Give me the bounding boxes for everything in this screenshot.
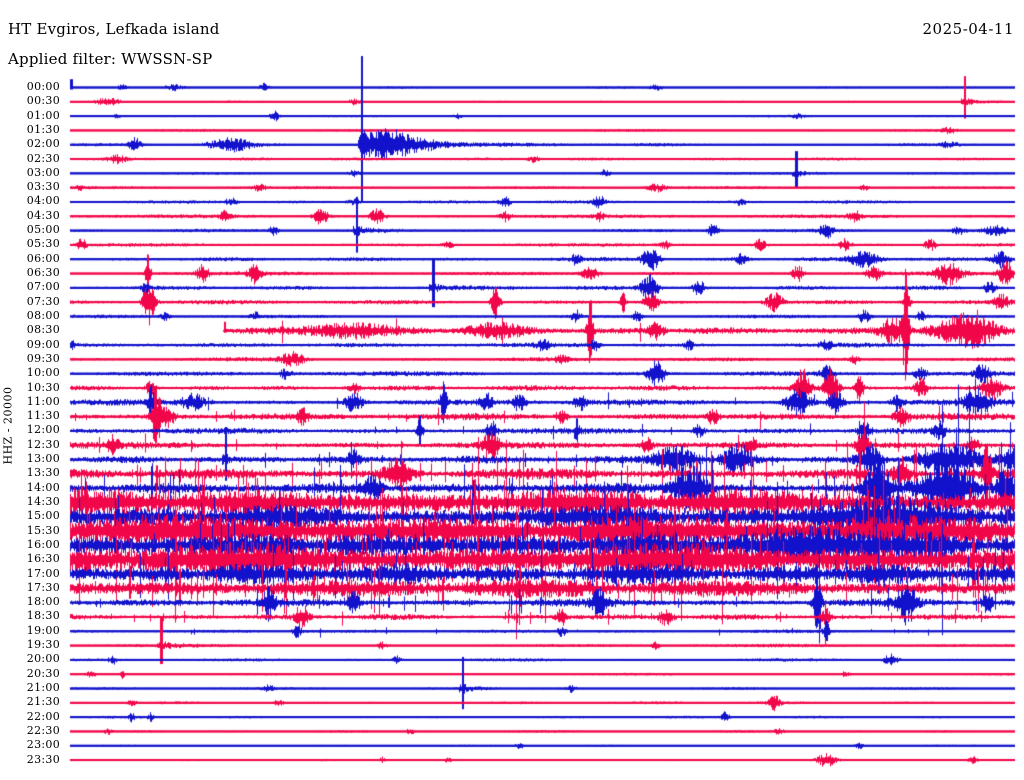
time-label: 03:30 [26, 180, 60, 194]
time-label: 09:00 [26, 337, 60, 351]
time-label: 11:00 [26, 394, 60, 408]
time-label: 04:00 [26, 194, 60, 208]
time-label: 07:30 [26, 294, 60, 308]
time-label: 12:00 [26, 423, 60, 437]
time-label: 00:30 [26, 94, 60, 108]
station-title: HT Evgiros, Lefkada island [8, 20, 220, 38]
time-label: 10:30 [26, 380, 60, 394]
time-label: 11:30 [26, 409, 60, 423]
time-label: 10:00 [26, 366, 60, 380]
time-label: 12:30 [26, 437, 60, 451]
time-label: 02:30 [26, 151, 60, 165]
time-label: 18:30 [26, 609, 60, 623]
time-label: 23:30 [26, 752, 60, 766]
time-label: 07:00 [26, 280, 60, 294]
time-label: 18:00 [26, 595, 60, 609]
time-label: 00:00 [26, 80, 60, 93]
time-label: 08:00 [26, 308, 60, 322]
time-label: 17:30 [26, 580, 60, 594]
time-label: 22:30 [26, 723, 60, 737]
time-label: 14:00 [26, 480, 60, 494]
time-label: 01:30 [26, 122, 60, 136]
time-label: 06:30 [26, 266, 60, 280]
time-label: 01:00 [26, 108, 60, 122]
time-label: 16:30 [26, 552, 60, 566]
time-label: 05:30 [26, 237, 60, 251]
filter-label: Applied filter: WWSSN-SP [8, 50, 213, 68]
time-label: 03:00 [26, 165, 60, 179]
time-label: 09:30 [26, 351, 60, 365]
time-label: 21:00 [26, 681, 60, 695]
time-label: 08:30 [26, 323, 60, 337]
time-label: 05:00 [26, 223, 60, 237]
time-label: 22:00 [26, 709, 60, 723]
time-label: 02:00 [26, 137, 60, 151]
time-label: 17:00 [26, 566, 60, 580]
time-label: 21:30 [26, 695, 60, 709]
time-label: 23:00 [26, 738, 60, 752]
record-date: 2025-04-11 [922, 20, 1014, 38]
time-label: 15:30 [26, 523, 60, 537]
time-label: 13:00 [26, 452, 60, 466]
time-label: 19:30 [26, 638, 60, 652]
time-label: 15:00 [26, 509, 60, 523]
time-label: 14:30 [26, 494, 60, 508]
time-label: 20:30 [26, 666, 60, 680]
time-label: 04:30 [26, 208, 60, 222]
time-label: 16:00 [26, 537, 60, 551]
time-label: 13:30 [26, 466, 60, 480]
time-label: 20:00 [26, 652, 60, 666]
time-label: 19:00 [26, 623, 60, 637]
time-label: 06:00 [26, 251, 60, 265]
